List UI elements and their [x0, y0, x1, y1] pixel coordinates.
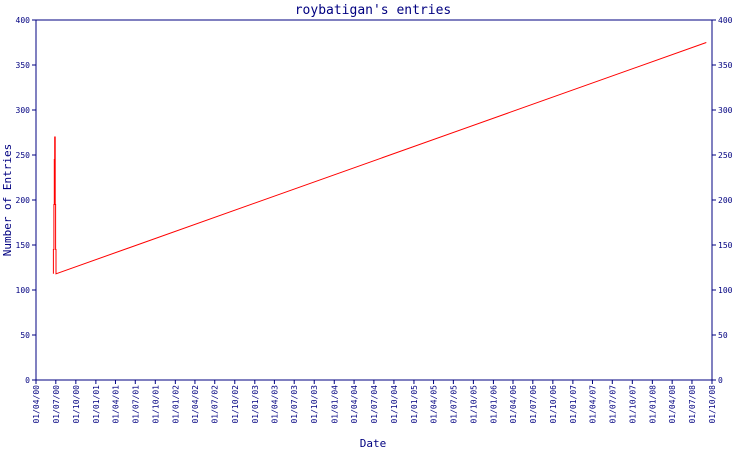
x-tick-label: 01/10/00 — [72, 385, 81, 424]
x-tick-label: 01/10/08 — [708, 385, 717, 424]
x-tick-label: 01/01/02 — [171, 385, 180, 424]
y-tick-label-left: 150 — [16, 241, 31, 250]
x-tick-label: 01/04/01 — [111, 385, 120, 424]
x-tick-label: 01/07/08 — [688, 385, 697, 424]
x-tick-label: 01/04/02 — [191, 385, 200, 424]
y-tick-label-right: 250 — [718, 151, 733, 160]
y-tick-label-right: 350 — [718, 61, 733, 70]
x-tick-label: 01/10/06 — [549, 385, 558, 424]
y-tick-label-right: 100 — [718, 286, 733, 295]
x-tick-label: 01/10/01 — [151, 385, 160, 424]
x-tick-label: 01/04/05 — [430, 385, 439, 424]
y-tick-label-right: 200 — [718, 196, 733, 205]
y-tick-label-left: 50 — [20, 331, 30, 340]
x-tick-label: 01/01/07 — [569, 385, 578, 424]
x-tick-label: 01/04/06 — [509, 385, 518, 424]
x-tick-label: 01/10/03 — [310, 385, 319, 424]
x-tick-label: 01/04/08 — [668, 385, 677, 424]
y-tick-label-left: 0 — [25, 376, 30, 385]
x-axis: 01/04/00 01/07/00 01/10/00 01/01/01 01/04/01… — [32, 380, 717, 424]
y-tick-label-left: 350 — [16, 61, 31, 70]
y-tick-label-left: 300 — [16, 106, 31, 115]
x-tick-label: 01/10/07 — [628, 385, 637, 424]
chart-title: roybatigan's entries — [295, 3, 452, 18]
x-tick-label: 01/07/04 — [370, 385, 379, 424]
x-tick-label: 01/10/05 — [469, 385, 478, 424]
x-tick-label: 01/07/07 — [608, 385, 617, 424]
plot-frame — [35, 19, 713, 381]
x-tick-label: 01/04/00 — [32, 385, 41, 424]
y-axis-right: 0 50 100 150 200 250 300 350 400 — [712, 16, 733, 385]
y-axis-label: Number of Entries — [1, 144, 14, 257]
x-tick-label: 01/07/02 — [211, 385, 220, 424]
x-tick-label: 01/10/02 — [231, 385, 240, 424]
x-tick-label: 01/01/03 — [251, 385, 260, 424]
x-tick-label: 01/01/01 — [92, 385, 101, 424]
x-tick-label: 01/01/08 — [648, 385, 657, 424]
x-tick-label: 01/04/04 — [350, 385, 359, 424]
x-tick-label: 01/01/04 — [330, 385, 339, 424]
x-tick-label: 01/07/00 — [52, 385, 61, 424]
x-axis-label: Date — [360, 437, 387, 450]
x-tick-label: 01/04/07 — [588, 385, 597, 424]
series-layer — [52, 42, 707, 275]
x-tick-label: 01/04/03 — [270, 385, 279, 424]
x-tick-label: 01/07/05 — [449, 385, 458, 424]
y-tick-label-left: 200 — [16, 196, 31, 205]
x-tick-label: 01/07/06 — [529, 385, 538, 424]
x-tick-label: 01/10/04 — [390, 385, 399, 424]
x-tick-label: 01/07/03 — [290, 385, 299, 424]
y-tick-label-right: 300 — [718, 106, 733, 115]
y-tick-label-right: 0 — [718, 376, 723, 385]
x-tick-label: 01/07/01 — [131, 385, 140, 424]
y-tick-label-left: 400 — [16, 16, 31, 25]
y-tick-label-right: 400 — [718, 16, 733, 25]
x-tick-label: 01/01/06 — [489, 385, 498, 424]
series-line — [52, 42, 707, 275]
x-tick-label: 01/01/05 — [410, 385, 419, 424]
y-tick-label-left: 100 — [16, 286, 31, 295]
y-axis-left: 0 50 100 150 200 250 300 350 400 — [16, 16, 36, 385]
y-tick-label-left: 250 — [16, 151, 31, 160]
y-tick-label-right: 50 — [718, 331, 728, 340]
y-tick-label-right: 150 — [718, 241, 733, 250]
